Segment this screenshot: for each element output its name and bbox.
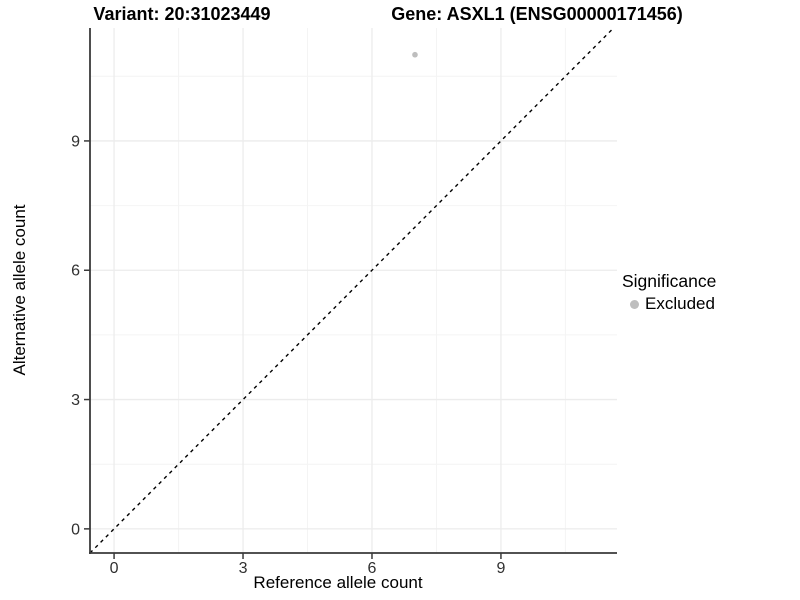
legend-title: Significance (622, 271, 717, 291)
y-tick-label: 0 (71, 521, 80, 538)
y-tick-label: 3 (71, 392, 80, 409)
x-tick-label: 3 (239, 560, 248, 577)
plot-title-variant: Variant: 20:31023449 (93, 4, 271, 24)
x-tick-label: 9 (496, 560, 505, 577)
plot-title-gene: Gene: ASXL1 (ENSG00000171456) (391, 4, 683, 24)
data-point (412, 51, 418, 58)
y-tick-label: 9 (71, 133, 80, 150)
x-tick-label: 6 (368, 560, 377, 577)
x-axis-title: Reference allele count (253, 573, 423, 592)
y-tick-label: 6 (71, 263, 80, 280)
legend-key-dot (630, 299, 639, 309)
legend-item-excluded: Excluded (622, 294, 716, 314)
legend-item-label: Excluded (645, 294, 715, 313)
x-tick-label: 0 (110, 560, 119, 577)
y-axis-title: Alternative allele count (10, 204, 29, 376)
legend: Significance Excluded (622, 271, 716, 314)
identity-line (89, 27, 615, 554)
